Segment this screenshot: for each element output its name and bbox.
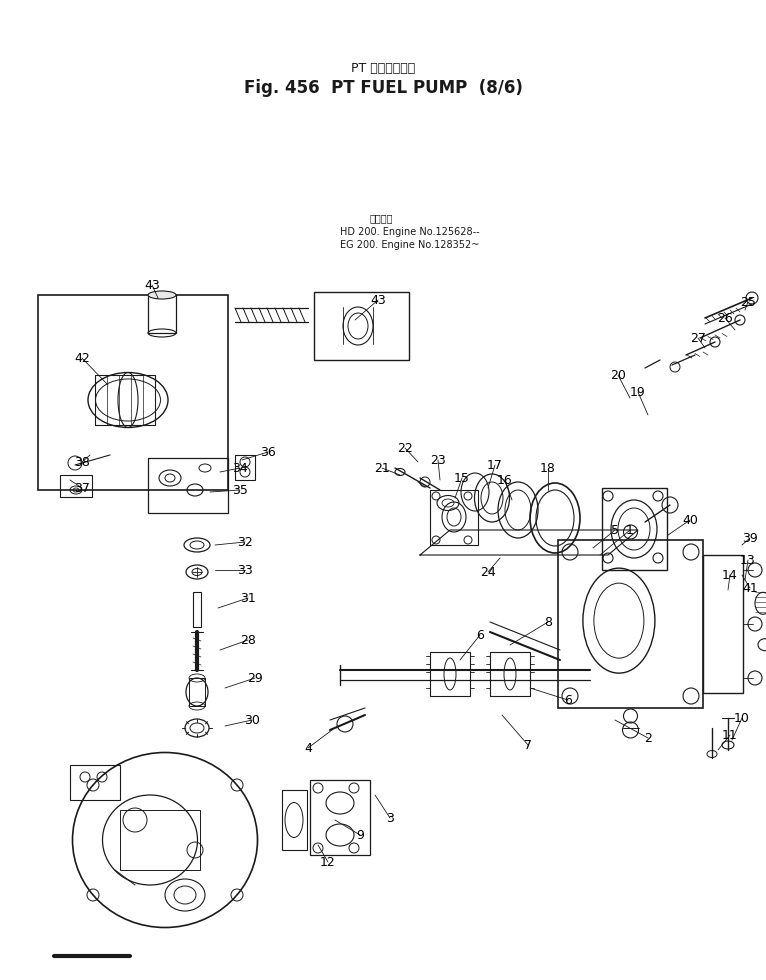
Text: 43: 43 [370,293,386,307]
Bar [310,780,370,855]
Ellipse shape [148,291,176,299]
Text: 8: 8 [544,615,552,628]
Text: HD 200. Engine No.125628--: HD 200. Engine No.125628-- [340,227,480,237]
Text: 11: 11 [722,728,738,742]
Bar [558,540,703,708]
Bar [70,765,120,800]
Text: 9: 9 [356,828,364,842]
Bar [148,458,228,513]
Text: Fig. 456  PT FUEL PUMP  (8/6): Fig. 456 PT FUEL PUMP (8/6) [244,79,522,97]
Bar [120,810,200,870]
Text: 3: 3 [386,811,394,824]
Text: 31: 31 [240,592,256,605]
Text: 12: 12 [320,856,336,868]
Text: 33: 33 [237,564,253,576]
Text: 23: 23 [430,454,446,466]
Bar [602,488,667,570]
Bar [148,295,176,333]
Text: 20: 20 [610,368,626,381]
Text: 40: 40 [682,514,698,526]
Text: 21: 21 [374,462,390,474]
Text: 26: 26 [717,312,733,324]
Bar [60,475,92,497]
Text: PT フェルポンプ: PT フェルポンプ [351,62,415,74]
Text: EG 200. Engine No.128352~: EG 200. Engine No.128352~ [340,240,480,250]
Text: 6: 6 [564,694,572,707]
Text: 19: 19 [630,385,646,399]
Text: 42: 42 [74,352,90,365]
Text: 22: 22 [397,442,413,455]
Text: 41: 41 [742,581,758,595]
Text: 1: 1 [626,523,634,536]
Text: 16: 16 [497,473,513,486]
Bar [282,790,307,850]
Text: 38: 38 [74,456,90,468]
Text: 6: 6 [476,628,484,642]
Text: 35: 35 [232,483,248,497]
Bar [235,455,255,480]
Bar [38,295,228,490]
Text: 32: 32 [237,535,253,549]
Text: 4: 4 [304,742,312,755]
Text: 24: 24 [480,565,496,578]
Text: 10: 10 [734,711,750,724]
Text: 39: 39 [742,531,758,545]
Bar [95,375,155,425]
Text: 18: 18 [540,462,556,474]
Text: 5: 5 [611,523,619,536]
Text: 17: 17 [487,459,503,471]
Bar [314,292,409,360]
Text: 適用号機: 適用号機 [370,213,394,223]
Text: 14: 14 [722,568,738,581]
Text: 30: 30 [244,713,260,726]
Text: 28: 28 [240,633,256,647]
Bar [189,678,205,706]
Text: 43: 43 [144,278,160,291]
Text: 2: 2 [644,731,652,745]
Bar [430,652,470,696]
Text: 27: 27 [690,331,706,345]
Bar [193,592,201,627]
Text: 15: 15 [454,471,470,484]
Bar [490,652,530,696]
Bar [430,490,478,545]
Text: 36: 36 [260,446,276,459]
Text: 29: 29 [247,671,263,684]
Text: 37: 37 [74,481,90,495]
Text: 25: 25 [740,296,756,309]
Text: 7: 7 [524,739,532,752]
Text: 34: 34 [232,462,248,474]
Text: 13: 13 [740,554,756,566]
Bar [703,555,743,693]
